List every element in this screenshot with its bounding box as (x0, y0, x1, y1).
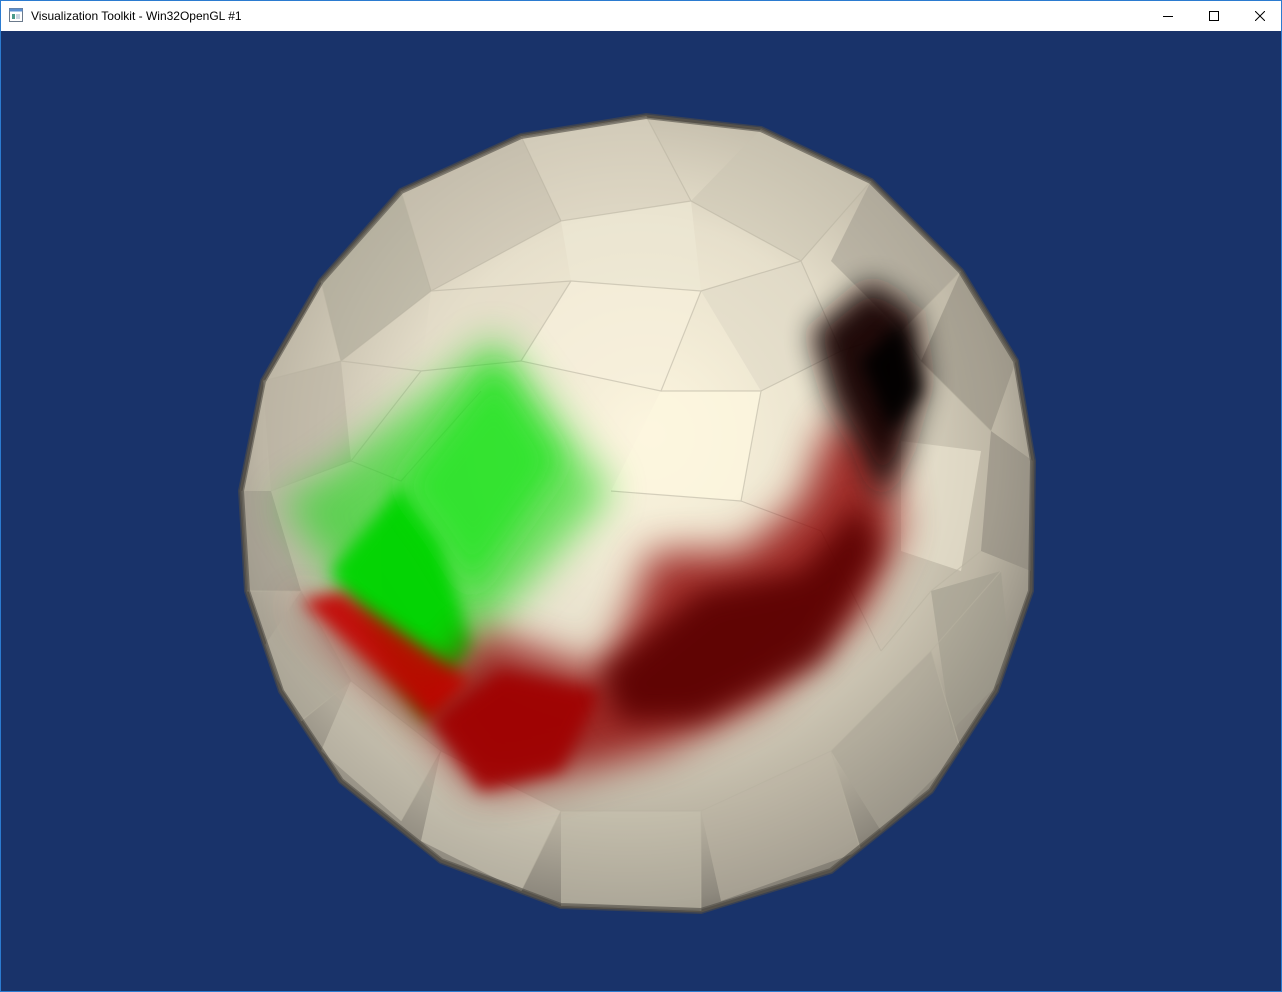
title-bar[interactable]: Visualization Toolkit - Win32OpenGL #1 (1, 1, 1281, 31)
scalar-color-overlay (281, 281, 926, 791)
minimize-button[interactable] (1145, 1, 1191, 31)
window-title: Visualization Toolkit - Win32OpenGL #1 (31, 9, 242, 23)
maximize-button[interactable] (1191, 1, 1237, 31)
close-icon (1255, 11, 1265, 21)
minimize-icon (1163, 16, 1173, 17)
close-button[interactable] (1237, 1, 1282, 31)
maximize-icon (1209, 11, 1219, 21)
render-viewport[interactable] (1, 31, 1281, 991)
scene-canvas[interactable] (1, 31, 1281, 991)
vtk-window-icon (9, 8, 23, 22)
